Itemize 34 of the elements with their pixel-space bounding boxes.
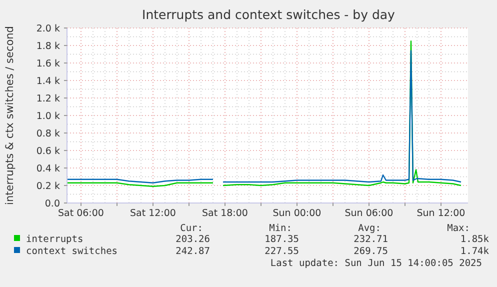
text: Max:: [447, 223, 470, 234]
text: 242.87: [176, 246, 210, 257]
text: 1.85k: [460, 234, 490, 245]
text: 269.75: [354, 246, 388, 257]
y-tick-label: 0.2 k: [36, 181, 60, 192]
y-tick-label: 0.8 k: [36, 128, 60, 140]
text: 227.55: [264, 246, 299, 257]
text: Avg:: [358, 223, 381, 234]
y-axis-title: interrupts & ctx switches / second: [4, 26, 16, 205]
x-tick-label: Sat 06:00: [58, 208, 104, 219]
text: Min:: [269, 223, 292, 234]
y-tick-label: 0.0: [44, 198, 60, 210]
text: Last update: Sun Jun 15 14:00:05 2025: [270, 258, 482, 269]
text: 232.71: [354, 234, 388, 245]
y-tick-label: 2.0 k: [36, 24, 60, 34]
text: 1.74k: [460, 246, 490, 257]
text: Cur:: [180, 223, 203, 234]
y-tick-label: 1.6 k: [36, 58, 60, 70]
text: 187.35: [264, 234, 299, 245]
y-tick-label: 1.4 k: [36, 76, 60, 87]
legend-label: interrupts: [26, 234, 84, 245]
chart-title: Interrupts and context switches - by day: [142, 7, 396, 22]
text: 203.26: [176, 234, 210, 245]
y-tick-label: 1.2 k: [36, 94, 60, 104]
x-tick-label: Sat 18:00: [202, 208, 248, 219]
x-tick-label: Sun 06:00: [344, 208, 394, 219]
y-tick-label: 1.0 k: [36, 111, 60, 122]
x-tick-label: Sat 12:00: [130, 208, 176, 219]
y-tick-label: 0.6 k: [36, 146, 60, 157]
y-tick-label: 1.8 k: [36, 41, 60, 52]
x-tick-label: Sun 12:00: [416, 208, 466, 219]
x-tick-label: Sun 00:00: [272, 208, 322, 219]
legend-label: context switches: [26, 246, 118, 257]
y-tick-label: 0.4 k: [36, 164, 60, 174]
